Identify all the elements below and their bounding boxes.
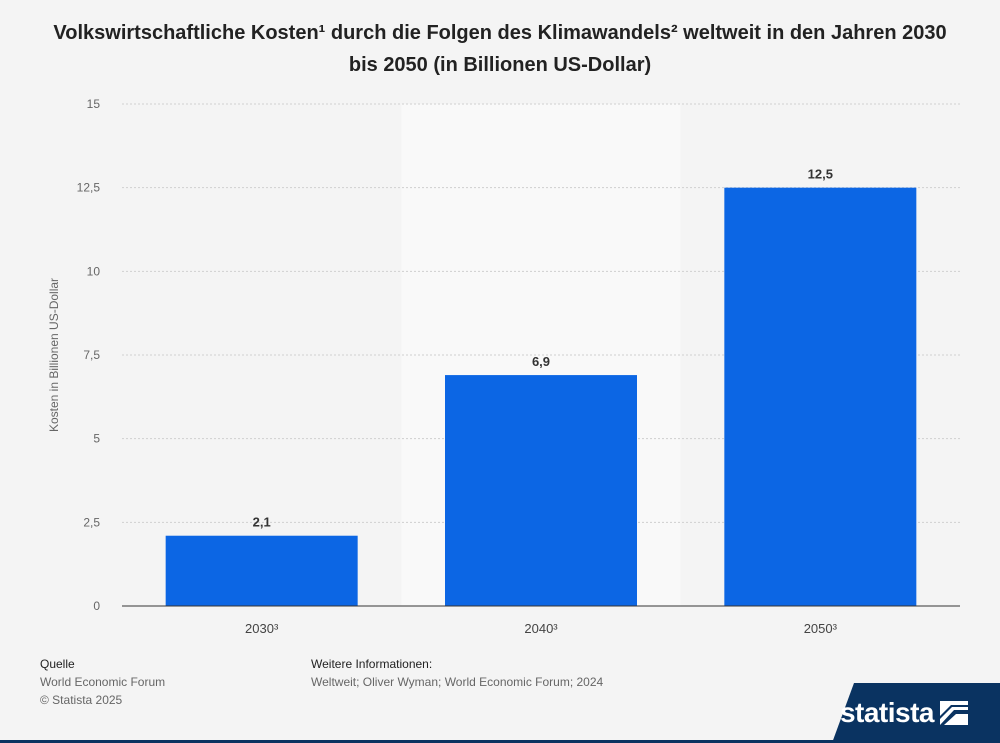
bar[interactable]: [165, 535, 358, 606]
source-heading: Quelle: [40, 657, 75, 671]
y-tick-label: 7,5: [83, 348, 100, 362]
y-tick-label: 10: [87, 264, 101, 278]
y-axis-label: Kosten in Billionen US-Dollar: [47, 278, 61, 432]
brand-name: statista: [839, 697, 935, 728]
value-label: 12,5: [808, 167, 833, 182]
source-block: Quelle World Economic Forum © Statista 2…: [40, 655, 165, 709]
y-tick-label: 2,5: [83, 515, 100, 529]
brand-shape: [832, 683, 1000, 743]
bar[interactable]: [445, 375, 637, 606]
copyright-text: © Statista 2025: [40, 693, 123, 707]
x-tick-label: 2030³: [245, 621, 279, 636]
y-tick-label: 12,5: [77, 181, 101, 195]
value-label: 2,1: [253, 515, 271, 530]
bottom-line: [0, 740, 1000, 743]
statista-logo-icon: [940, 701, 968, 725]
y-tick-label: 5: [93, 432, 100, 446]
statista-logo[interactable]: statista: [840, 697, 968, 729]
info-text: Weltweit; Oliver Wyman; World Economic F…: [311, 675, 604, 689]
y-tick-label: 0: [93, 599, 100, 613]
x-tick-label: 2050³: [804, 621, 838, 636]
brand-area: statista: [832, 683, 1000, 743]
info-heading[interactable]: Weitere Informationen:: [311, 657, 433, 671]
x-tick-label: 2040³: [524, 621, 558, 636]
y-tick-label: 15: [87, 97, 101, 111]
chart-title: Volkswirtschaftliche Kosten¹ durch die F…: [53, 22, 947, 76]
bars: [165, 187, 917, 606]
x-tick-labels: 2030³ 2040³ 2050³: [245, 621, 838, 636]
info-block: Weitere Informationen: Weltweit; Oliver …: [311, 655, 603, 691]
y-tick-labels: 0 2,5 5 7,5 10 12,5 15: [77, 97, 101, 613]
bar[interactable]: [724, 187, 917, 606]
value-labels: 2,1 6,9 12,5: [253, 167, 833, 530]
source-text[interactable]: World Economic Forum: [40, 675, 166, 689]
value-label: 6,9: [532, 354, 550, 369]
